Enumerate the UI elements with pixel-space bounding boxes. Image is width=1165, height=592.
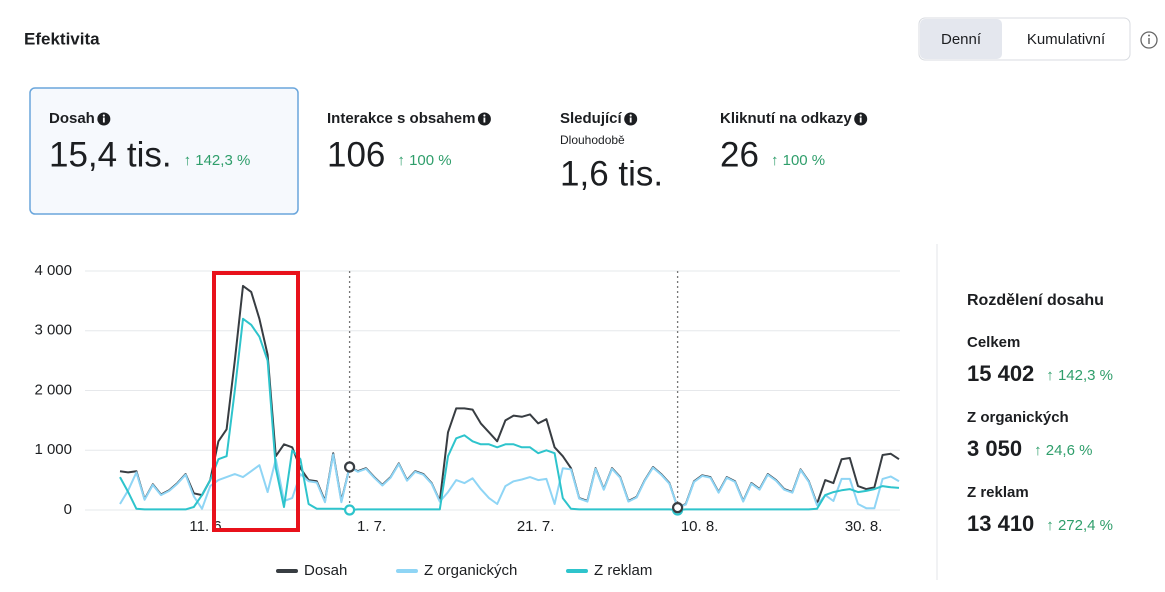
- event-marker: [344, 504, 356, 516]
- info-icon-glyph: [1148, 38, 1150, 44]
- breakdown-change: ↑ 142,3 %: [1046, 367, 1113, 384]
- x-tick-label: 1. 7.: [357, 518, 386, 535]
- metric-value: 1,6 tis.: [560, 154, 663, 193]
- y-tick-label: 4 000: [34, 262, 72, 279]
- breakdown-value: 3 050: [967, 436, 1022, 461]
- metric-label: Interakce s obsahem: [327, 110, 475, 127]
- info-icon-glyph: [483, 117, 486, 123]
- metric-card-selected[interactable]: [29, 87, 299, 215]
- metric-value: 15,4 tis.: [49, 135, 172, 174]
- info-icon-glyph: [629, 117, 632, 123]
- breakdown-change: ↑ 272,4 %: [1046, 517, 1113, 534]
- metric-change: ↑ 142,3 %: [184, 152, 251, 169]
- toggle-option[interactable]: Denní: [941, 31, 982, 48]
- y-tick-label: 0: [64, 501, 72, 518]
- legend-label: Dosah: [304, 562, 347, 579]
- section-title: Efektivita: [24, 29, 100, 48]
- legend-label: Z organických: [424, 562, 517, 579]
- breakdown-change: ↑ 24,6 %: [1034, 442, 1092, 459]
- info-icon-dot: [629, 114, 632, 117]
- breakdown-label: Z organických: [967, 409, 1069, 426]
- info-icon-dot: [483, 114, 486, 117]
- series-line: [119, 453, 900, 510]
- x-tick-label: 30. 8.: [845, 518, 883, 535]
- legend-label: Z reklam: [594, 562, 652, 579]
- info-icon-dot: [102, 114, 105, 117]
- metric-change: ↑ 100 %: [397, 152, 451, 169]
- metric-label: Sledující: [560, 110, 623, 127]
- series-line: [119, 317, 900, 511]
- info-icon-glyph: [859, 117, 862, 123]
- info-icon-glyph: [102, 117, 105, 123]
- info-icon-dot: [859, 114, 862, 117]
- metric-change: ↑ 100 %: [771, 152, 825, 169]
- x-tick-label: 11. 6.: [189, 518, 225, 535]
- y-tick-label: 3 000: [34, 322, 72, 339]
- breakdown-value: 15 402: [967, 361, 1034, 386]
- event-marker: [344, 461, 356, 473]
- y-tick-label: 1 000: [34, 441, 72, 458]
- highlight-box: [212, 271, 300, 532]
- info-icon[interactable]: [1140, 31, 1158, 49]
- toggle-selected[interactable]: [920, 19, 1002, 59]
- metric-sublabel: Dlouhodobě: [560, 133, 625, 147]
- metric-label: Dosah: [49, 110, 95, 127]
- breakdown-title: Rozdělení dosahu: [967, 292, 1104, 309]
- metric-label: Kliknutí na odkazy: [720, 110, 852, 127]
- x-tick-label: 10. 8.: [681, 518, 719, 535]
- y-tick-label: 2 000: [34, 381, 72, 398]
- breakdown-label: Celkem: [967, 334, 1020, 351]
- event-marker: [671, 502, 684, 514]
- breakdown-label: Z reklam: [967, 484, 1029, 501]
- x-tick-label: 21. 7.: [517, 518, 555, 535]
- info-icon-dot: [1148, 34, 1150, 37]
- breakdown-value: 13 410: [967, 511, 1034, 536]
- metric-value: 106: [327, 135, 385, 174]
- toggle-option[interactable]: Kumulativní: [1027, 31, 1106, 48]
- metric-value: 26: [720, 135, 759, 174]
